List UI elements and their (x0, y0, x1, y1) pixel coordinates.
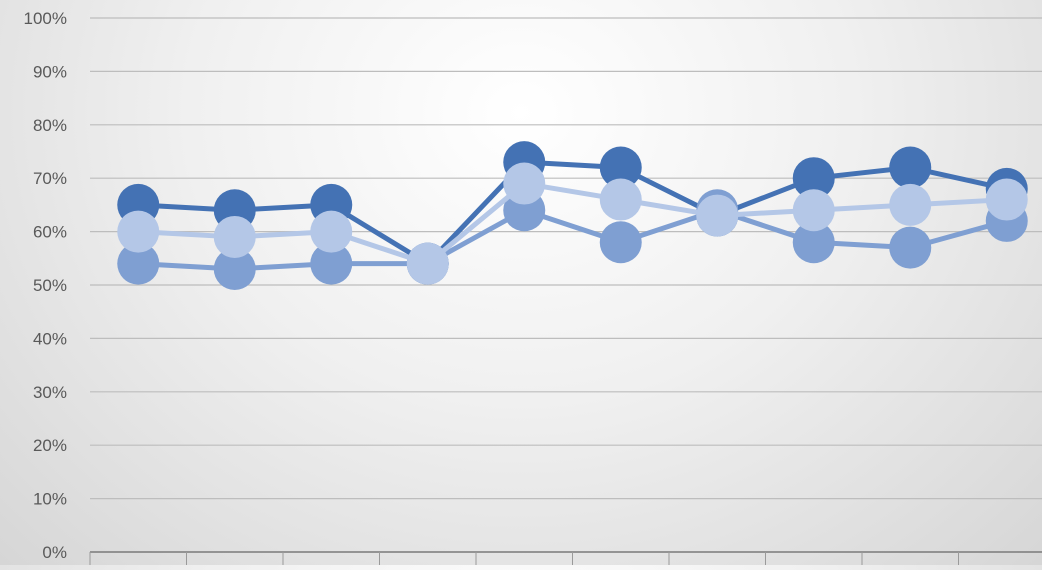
data-point (792, 221, 835, 264)
y-axis: 0% 10% 20% 30% 40% 50% 60% 70% 80% 90% 100% (24, 9, 67, 562)
data-point (310, 210, 353, 253)
y-tick-label: 60% (33, 223, 67, 242)
data-point (406, 242, 449, 285)
data-point (213, 215, 256, 258)
y-tick-label: 90% (33, 62, 67, 81)
series-lines (117, 141, 1028, 290)
data-point (599, 221, 642, 264)
y-tick-label: 0% (42, 543, 67, 562)
y-tick-label: 20% (33, 436, 67, 455)
data-point (503, 162, 546, 205)
data-point (889, 226, 932, 269)
data-point (213, 247, 256, 290)
data-point (889, 146, 932, 189)
y-tick-label: 100% (24, 9, 67, 28)
series-line (135, 207, 1010, 272)
series-line (135, 159, 1010, 267)
data-point (599, 146, 642, 189)
series-line (135, 181, 1010, 267)
y-tick-label: 50% (33, 276, 67, 295)
data-point (310, 242, 353, 285)
data-point (696, 194, 739, 237)
data-point (117, 210, 160, 253)
y-tick-label: 80% (33, 116, 67, 135)
x-axis: 2003200420052006200720082009201020112012 (89, 552, 1027, 570)
data-point (889, 183, 932, 226)
y-tick-label: 70% (33, 169, 67, 188)
series-3 (117, 162, 1028, 285)
data-point (792, 157, 835, 200)
data-point (792, 189, 835, 232)
y-tick-label: 40% (33, 329, 67, 348)
y-tick-label: 10% (33, 490, 67, 509)
data-point (599, 178, 642, 221)
data-point (117, 242, 160, 285)
y-tick-label: 30% (33, 383, 67, 402)
data-point (985, 178, 1028, 221)
